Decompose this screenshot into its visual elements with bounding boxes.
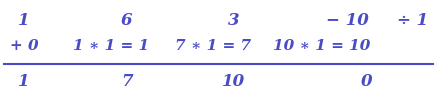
Text: 3: 3 <box>228 12 239 28</box>
Text: + 0: + 0 <box>10 38 38 53</box>
Text: 10: 10 <box>222 73 246 90</box>
Text: 6: 6 <box>121 12 132 28</box>
Text: 7: 7 <box>121 73 132 90</box>
Text: 0: 0 <box>361 73 373 90</box>
Text: 10 ∗ 1 = 10: 10 ∗ 1 = 10 <box>273 38 370 53</box>
Text: − 10: − 10 <box>326 12 369 28</box>
Text: 1 ∗ 1 = 1: 1 ∗ 1 = 1 <box>73 38 149 53</box>
Text: ÷ 1: ÷ 1 <box>397 12 429 28</box>
Text: 1: 1 <box>18 12 30 28</box>
Text: 1: 1 <box>18 73 30 90</box>
Text: 7 ∗ 1 = 7: 7 ∗ 1 = 7 <box>175 38 251 53</box>
